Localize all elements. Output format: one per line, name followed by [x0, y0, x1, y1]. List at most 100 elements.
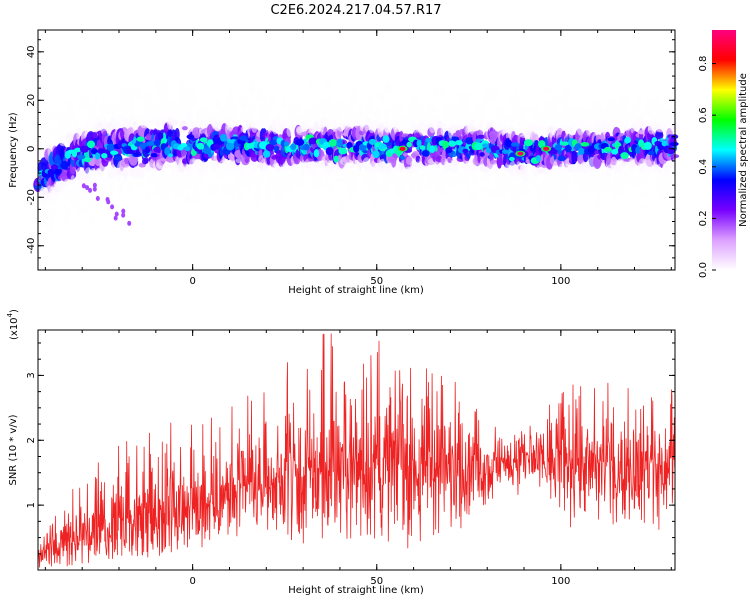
heatmap-cell: [97, 148, 105, 154]
heatmap-cell: [144, 156, 149, 165]
heatmap-cell: [481, 176, 489, 181]
heatmap-ytick-label: 20: [26, 94, 37, 107]
heatmap-cell: [489, 86, 499, 101]
heatmap-cell: [338, 147, 348, 155]
heatmap-cell: [527, 188, 533, 196]
heatmap-cell: [110, 150, 119, 155]
heatmap-cell: [146, 140, 156, 147]
heatmap-cell: [645, 103, 653, 116]
heatmap-cell: [124, 157, 130, 165]
heatmap-cell: [127, 220, 132, 226]
heatmap-cell: [455, 118, 464, 126]
heatmap-cell: [614, 107, 619, 114]
colorbar-tick-label: 0.4: [698, 159, 709, 175]
heatmap-cell: [300, 99, 307, 104]
heatmap-cell: [580, 106, 586, 118]
heatmap-cell: [173, 119, 179, 126]
snr-panel: 0 50 100 1 2 3 Height of straight line (km) S…: [6, 309, 676, 596]
heatmap-cell: [246, 162, 255, 177]
heatmap-cell: [42, 197, 52, 204]
heatmap-cell: [269, 139, 278, 146]
heatmap-cell: [551, 96, 559, 112]
heatmap-cell: [127, 182, 134, 189]
heatmap-cell: [534, 183, 542, 191]
heatmap-cell: [382, 135, 390, 143]
colorbar-tick-label: 0.8: [698, 56, 709, 72]
heatmap-cell: [303, 143, 310, 151]
heatmap-cell: [164, 186, 170, 199]
snr-xtick-label: 100: [551, 576, 570, 587]
heatmap-cell: [466, 91, 473, 99]
heatmap-cell: [51, 190, 61, 202]
heatmap-cell: [418, 179, 424, 195]
heatmap-cell: [254, 189, 260, 206]
snr-series: [37, 333, 676, 568]
heatmap-cell: [207, 166, 212, 173]
snr-scale-prefix: (x10: [9, 317, 20, 340]
heatmap-cell: [415, 105, 424, 118]
heatmap-cell: [93, 97, 99, 105]
heatmap-cell: [538, 140, 546, 149]
heatmap-cell: [514, 85, 519, 94]
heatmap-cell: [505, 178, 514, 192]
heatmap-cell: [216, 98, 221, 110]
heatmap-cell: [669, 141, 679, 147]
heatmap-cell: [225, 142, 235, 151]
heatmap-cell: [68, 110, 75, 119]
heatmap-cell: [267, 167, 273, 180]
heatmap-cell: [508, 156, 515, 162]
heatmap-cell: [607, 137, 616, 142]
heatmap-cell: [166, 101, 175, 108]
heatmap-cell: [59, 141, 66, 147]
heatmap-peak: [517, 151, 524, 156]
heatmap-cell: [383, 108, 391, 119]
heatmap-cell: [265, 143, 275, 152]
snr-ytick-label: 2: [26, 437, 37, 443]
heatmap-cell: [448, 140, 457, 147]
heatmap-cell: [497, 186, 507, 198]
heatmap-ytick-label: -20: [26, 189, 37, 205]
snr-scale-suffix: ): [9, 309, 20, 313]
heatmap-cell: [95, 196, 100, 202]
heatmap-cell: [333, 155, 340, 163]
heatmap-cell: [70, 175, 76, 191]
heatmap-cell: [53, 168, 62, 175]
heatmap-cell: [478, 186, 487, 193]
heatmap-cell: [465, 137, 472, 145]
heatmap-cell: [164, 147, 171, 156]
heatmap-cell: [352, 110, 358, 119]
heatmap-cell: [313, 149, 320, 158]
heatmap-cell: [219, 184, 230, 197]
heatmap-cell: [155, 118, 160, 131]
heatmap-cell: [377, 92, 387, 102]
heatmap-cell: [144, 93, 151, 99]
heatmap-cell: [468, 193, 479, 203]
heatmap-cell: [233, 109, 240, 115]
heatmap-cell: [620, 95, 629, 106]
heatmap-cell: [368, 94, 373, 105]
heatmap-cell: [510, 142, 520, 147]
heatmap-cell: [168, 153, 174, 158]
heatmap-cell: [262, 94, 267, 109]
heatmap-cell: [452, 168, 459, 173]
heatmap-cell: [537, 188, 542, 194]
heatmap-cell: [155, 77, 163, 93]
heatmap-cell: [515, 99, 520, 107]
heatmap-cell: [542, 122, 547, 131]
heatmap-cell: [346, 141, 353, 149]
heatmap-cell: [596, 174, 604, 181]
heatmap-cell: [127, 104, 134, 113]
heatmap-cell: [634, 102, 641, 112]
heatmap-cell: [495, 174, 506, 190]
heatmap-cell: [442, 140, 449, 150]
heatmap-cell: [313, 160, 323, 168]
heatmap-cell: [120, 179, 126, 186]
snr-xtick-label: 0: [189, 576, 195, 587]
heatmap-cell: [480, 104, 485, 115]
snr-line: [37, 333, 676, 568]
heatmap-cell: [92, 182, 97, 188]
heatmap-cell: [196, 142, 205, 150]
heatmap-cell: [522, 181, 528, 197]
heatmap-cell: [251, 167, 258, 173]
heatmap-cell: [262, 150, 271, 158]
